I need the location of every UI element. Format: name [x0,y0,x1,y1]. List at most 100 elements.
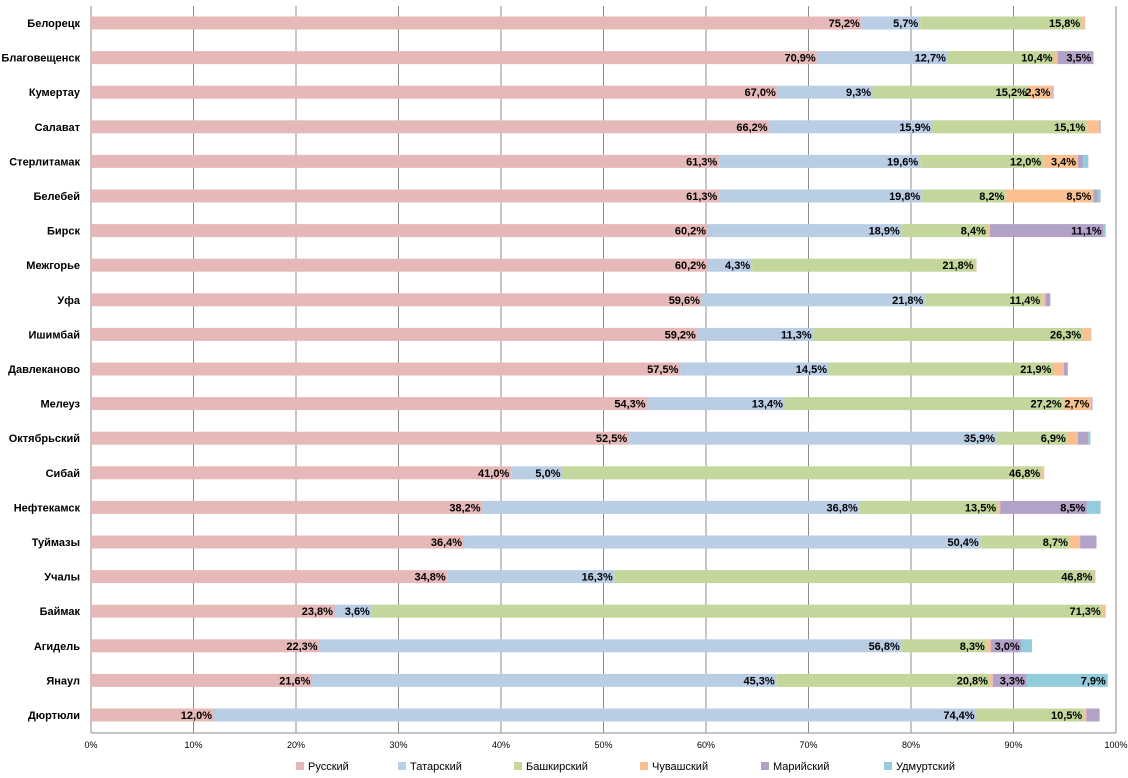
bar-segment [334,604,372,618]
data-label: 60,2% [675,260,706,272]
bar-segment [901,639,987,653]
bar-segment [719,154,921,168]
data-label: 19,8% [889,191,920,203]
data-label: 15,8% [1049,18,1080,30]
bar-segment [1099,120,1101,134]
bar-segment [1080,535,1097,549]
legend-label: Татарский [410,761,462,773]
category-label: Баймак [40,606,81,618]
data-label: 38,2% [449,502,480,514]
bar-segment [813,327,1084,341]
data-label: 61,3% [686,156,717,168]
data-label: 46,8% [1061,572,1092,584]
data-label: 71,3% [1069,606,1100,618]
bar-segment [319,639,902,653]
bar-segment [91,327,698,341]
data-label: 12,0% [1010,156,1041,168]
data-labels: 75,2% 5,7% 15,8% 70,9% 12,7% 10,4% 3,5% 67,0% 9,… [181,18,1106,722]
bar-segment [91,397,648,411]
bar-segment [1082,16,1086,30]
x-tick-label: 30% [389,740,407,750]
x-tick-label: 80% [902,740,920,750]
data-label: 21,8% [942,260,973,272]
bar-segment [91,85,778,99]
bar-segment [482,500,860,514]
bar-segment [1097,189,1101,203]
data-label: 11,4% [1010,295,1041,307]
data-label: 10,5% [1051,710,1082,722]
bar-segment [1069,535,1081,549]
bar-segment [1063,397,1092,411]
bar-segment [91,431,630,445]
bar-segment [91,604,335,618]
bar-segment [829,362,1054,376]
legend-swatch [640,762,648,770]
bar-segment [91,258,709,272]
data-label: 75,2% [829,18,860,30]
bar-segment [1057,51,1094,65]
bar-segment [1087,500,1101,514]
bar-segment [91,362,681,376]
category-label: Октябрьский [9,433,80,445]
data-label: 15,9% [899,122,930,134]
legend-label: Русский [308,761,349,773]
bar-segment [873,85,1029,99]
category-label: Мелеуз [40,399,80,411]
bar-segment [1026,673,1108,687]
bar-segment [1045,293,1051,307]
data-label: 15,2% [996,87,1027,99]
data-label: 41,0% [478,468,509,480]
data-label: 8,7% [1043,537,1068,549]
category-label: Янаул [46,675,80,687]
legend-label: Башкирский [526,761,588,773]
data-label: 70,9% [785,53,816,65]
data-label: 3,6% [345,606,370,618]
bar-segment [1063,362,1068,376]
category-label: Межгорье [26,260,80,272]
bar-segment [1093,189,1098,203]
bar-segment [1006,189,1094,203]
bar-segment [708,224,902,238]
data-label: 5,7% [893,18,918,30]
data-label: 46,8% [1009,468,1040,480]
bar-segment [91,16,862,30]
x-tick-label: 50% [594,740,612,750]
bar-segment [752,258,976,272]
category-label: Сибай [46,468,80,480]
bar-segment [1083,154,1089,168]
data-label: 8,5% [1066,191,1091,203]
legend-label: Чувашский [652,761,708,773]
bar-segment [976,708,1085,722]
bar-segment [947,51,1055,65]
bar-segment [91,120,770,134]
legend-swatch [884,762,892,770]
x-tick-label: 100% [1104,740,1127,750]
bar-segment [647,397,785,411]
data-label: 2,3% [1025,87,1050,99]
category-label: Туймазы [32,537,80,549]
x-tick-label: 60% [697,740,715,750]
bar-segment [91,154,720,168]
bar-segment [697,327,814,341]
data-label: 52,5% [596,433,627,445]
x-tick-label: 90% [1004,740,1022,750]
data-label: 45,3% [744,675,775,687]
bar-segment [986,639,991,653]
bar-segment [91,224,709,238]
data-label: 21,8% [892,295,923,307]
bar-segment [859,500,999,514]
bar-segment [91,570,448,584]
bar-segment [1084,708,1087,722]
bar-segment [1000,500,1088,514]
category-label: Стерлитамак [9,156,80,168]
bar-segment [990,639,1022,653]
bar-segment [1078,431,1089,445]
bar-segment [719,189,923,203]
bar-segment [371,604,1103,618]
bar-segment [91,639,320,653]
data-label: 12,7% [915,53,946,65]
category-label: Белебей [33,191,80,203]
x-tick-label: 10% [184,740,202,750]
bar-segment [925,293,1043,307]
bar-segment [447,570,615,584]
